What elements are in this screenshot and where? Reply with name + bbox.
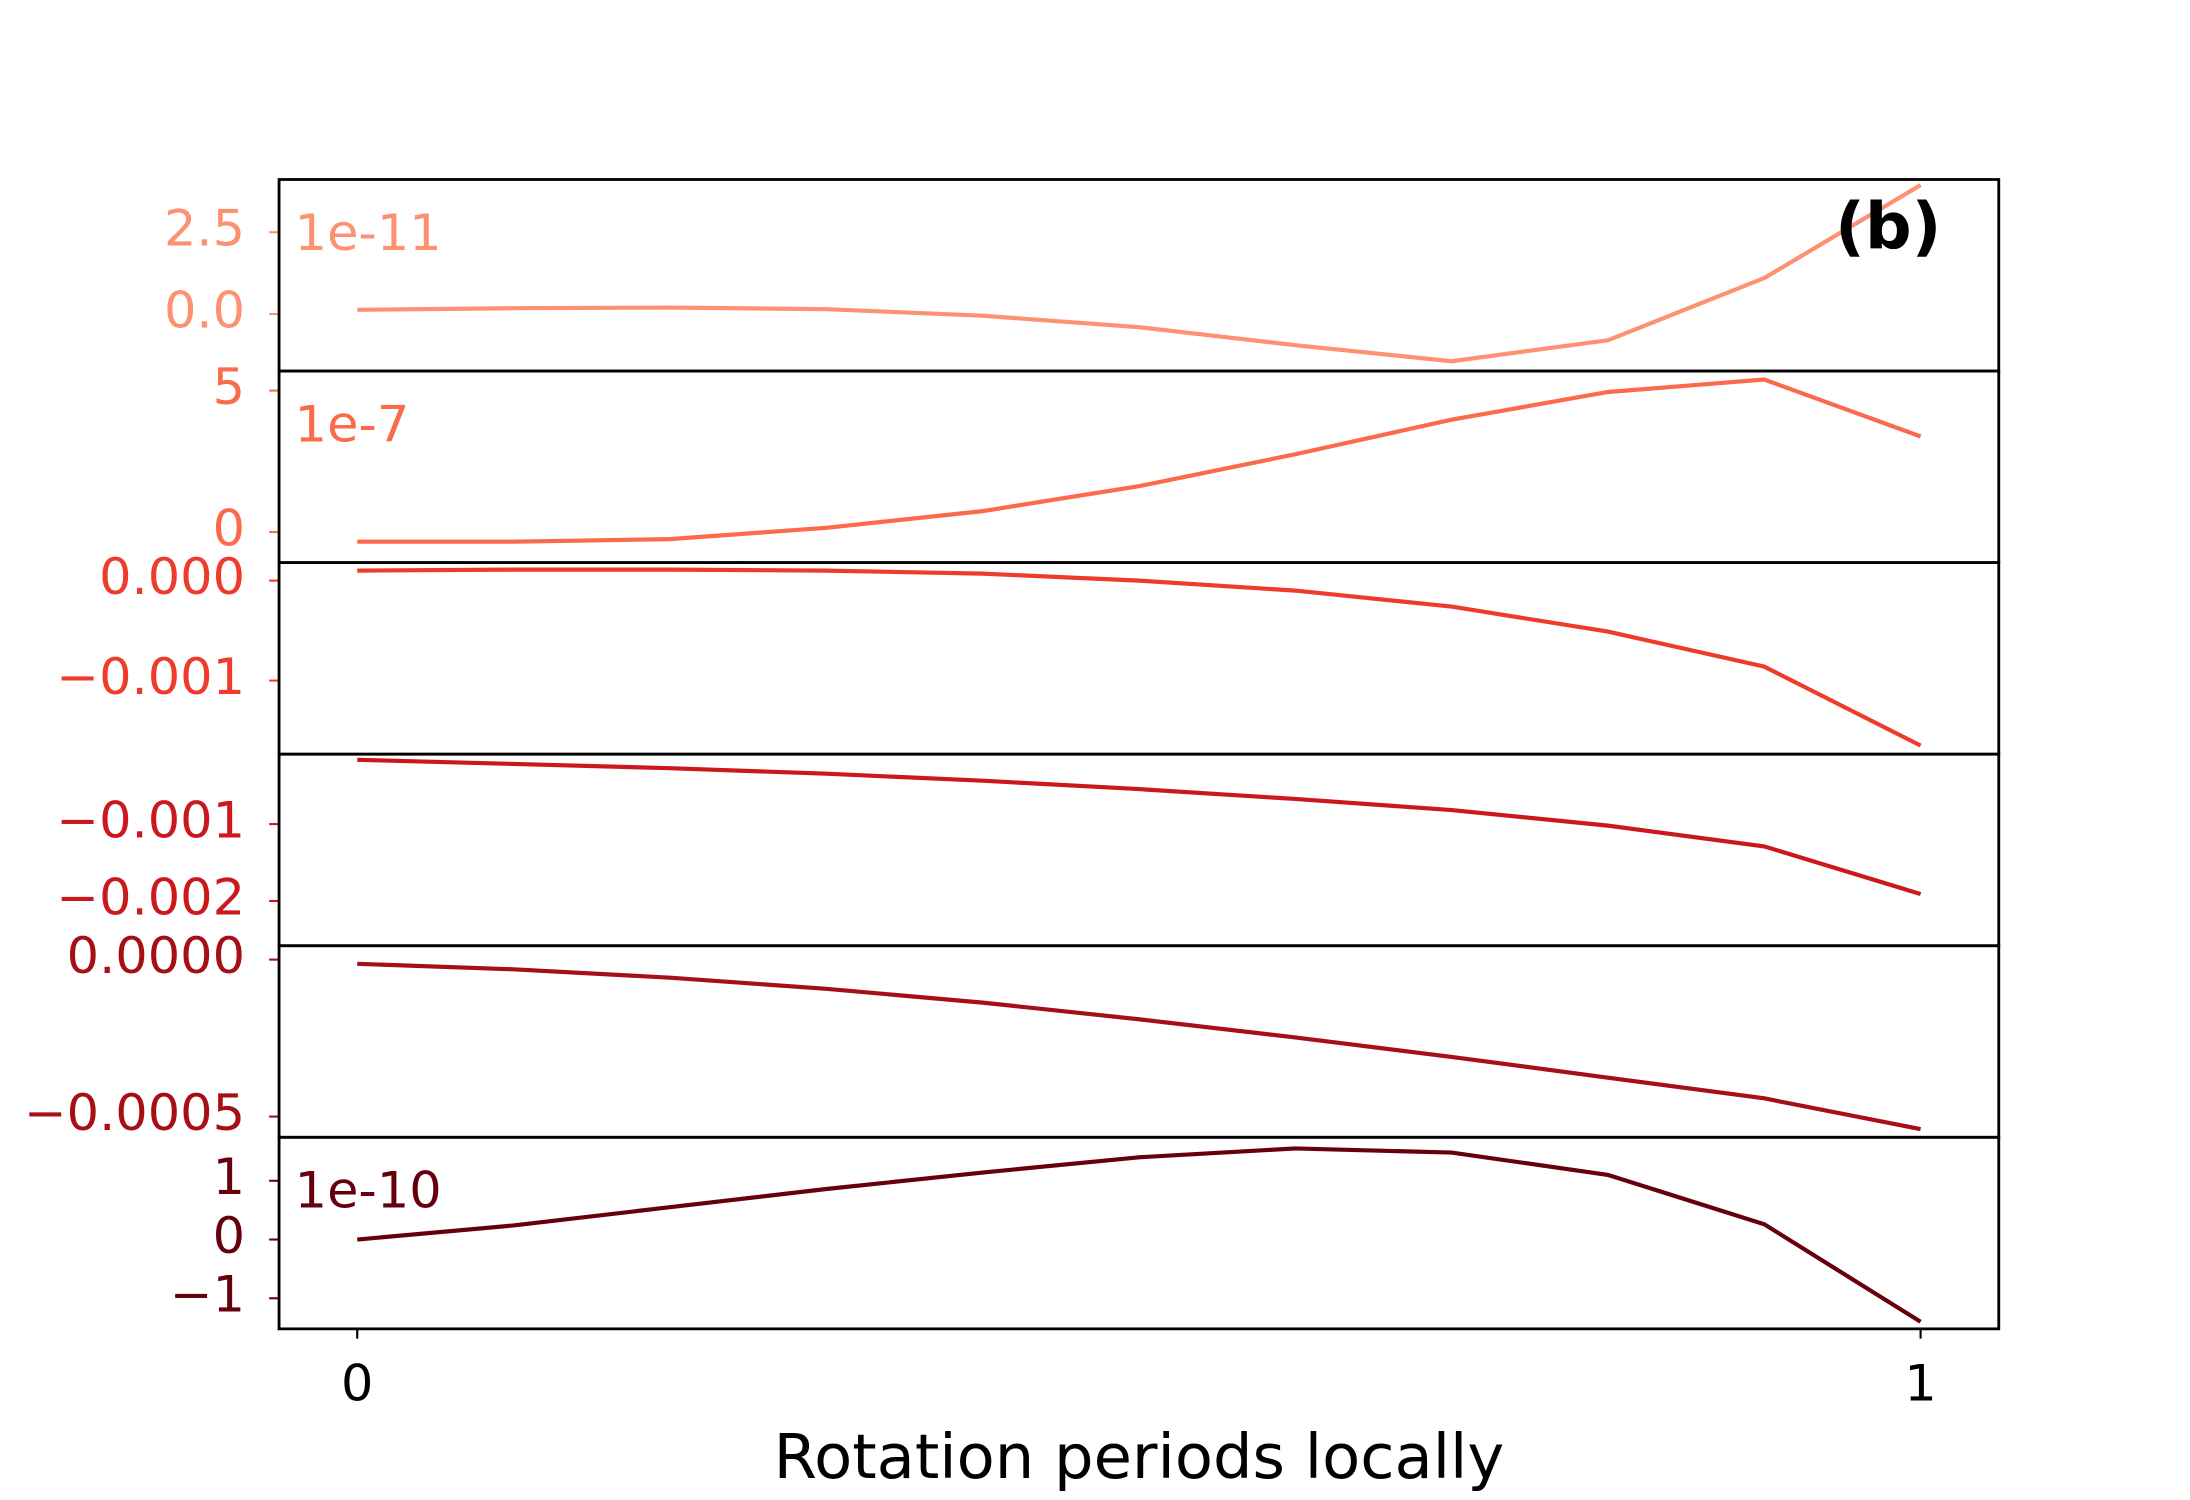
y-tick-label: −0.002 — [56, 868, 245, 926]
y-tick-label: −0.001 — [56, 791, 245, 849]
y-tick-label: 1 — [213, 1148, 245, 1206]
line — [357, 1146, 1922, 1324]
axes-frame — [277, 561, 2001, 756]
line — [357, 377, 1922, 544]
panel-label: (b) — [1835, 190, 1941, 264]
y-tick-label: 0.0 — [164, 281, 245, 339]
x-axis-label: Rotation periods locally — [774, 1421, 1505, 1492]
y-tick-label: 5 — [213, 357, 245, 415]
axes-frame — [277, 944, 2001, 1139]
y-tick-label: −1 — [170, 1265, 245, 1323]
axes-frame — [277, 178, 2001, 373]
x-tick-label: 0 — [341, 1354, 373, 1412]
line — [357, 757, 1922, 897]
axes-frame — [277, 1135, 2001, 1331]
y-tick-label: −0.001 — [56, 647, 245, 705]
line — [357, 961, 1922, 1132]
x-tick-label: 1 — [1904, 1354, 1936, 1412]
y-tick-label: −0.0005 — [24, 1083, 245, 1141]
line — [357, 183, 1922, 364]
offset-text: 1e-10 — [295, 1161, 442, 1219]
offset-text: 1e-7 — [295, 395, 410, 453]
offset-text: 1e-11 — [295, 203, 442, 261]
y-tick-label: 2.5 — [164, 199, 245, 257]
y-tick-label: 0.0000 — [67, 926, 245, 984]
axes-frame — [277, 752, 2001, 948]
line — [357, 567, 1922, 748]
y-tick-label: 0 — [213, 1206, 245, 1264]
axes-frame — [277, 369, 2001, 565]
y-tick-label: 0.000 — [99, 547, 245, 605]
y-tick-label: 0 — [213, 499, 245, 557]
